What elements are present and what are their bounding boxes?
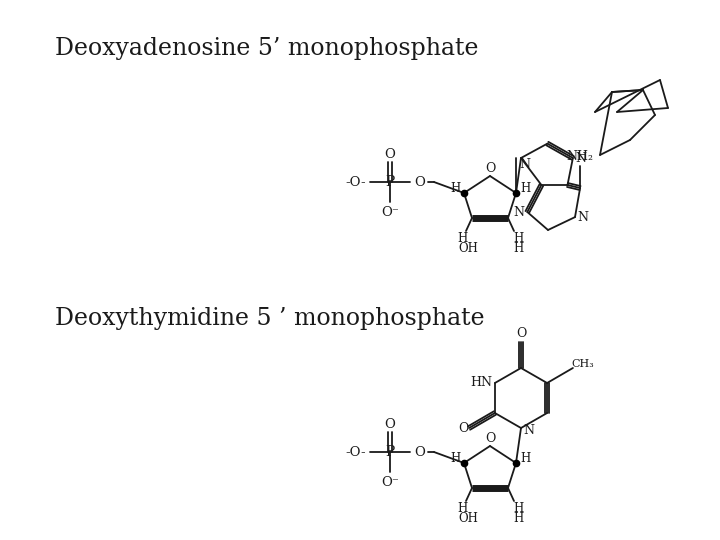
Text: O: O <box>516 327 526 340</box>
Text: OH: OH <box>458 512 478 525</box>
Text: HN: HN <box>470 376 492 389</box>
Text: N: N <box>575 152 586 165</box>
Text: N: N <box>523 423 534 436</box>
Text: H: H <box>513 512 523 525</box>
Text: O: O <box>384 147 395 160</box>
Text: O⁻: O⁻ <box>381 206 399 219</box>
Text: O: O <box>485 433 495 446</box>
Text: O: O <box>485 163 495 176</box>
Text: OH: OH <box>458 242 478 255</box>
Text: Deoxyadenosine 5’ monophosphate: Deoxyadenosine 5’ monophosphate <box>55 37 479 59</box>
Text: O: O <box>415 176 426 188</box>
Text: H: H <box>450 181 460 194</box>
Text: -O-: -O- <box>346 446 366 458</box>
Text: O: O <box>384 417 395 430</box>
Text: P: P <box>385 445 395 459</box>
Text: CH₃: CH₃ <box>572 359 594 369</box>
Text: N: N <box>577 211 588 224</box>
Text: H: H <box>513 232 523 245</box>
Text: H: H <box>520 181 530 194</box>
Text: Deoxythymidine 5 ’ monophosphate: Deoxythymidine 5 ’ monophosphate <box>55 307 485 329</box>
Text: H: H <box>457 232 467 245</box>
Text: O⁻: O⁻ <box>381 476 399 489</box>
Text: H: H <box>457 502 467 515</box>
Text: NH₂: NH₂ <box>567 151 593 164</box>
Text: H: H <box>450 451 460 464</box>
Text: -O-: -O- <box>346 176 366 188</box>
Text: P: P <box>385 175 395 189</box>
Text: H: H <box>520 451 530 464</box>
Text: N: N <box>520 158 531 171</box>
Text: H: H <box>513 242 523 255</box>
Text: O: O <box>415 446 426 458</box>
Text: O: O <box>458 422 468 435</box>
Text: N: N <box>514 206 525 219</box>
Text: H: H <box>513 502 523 515</box>
